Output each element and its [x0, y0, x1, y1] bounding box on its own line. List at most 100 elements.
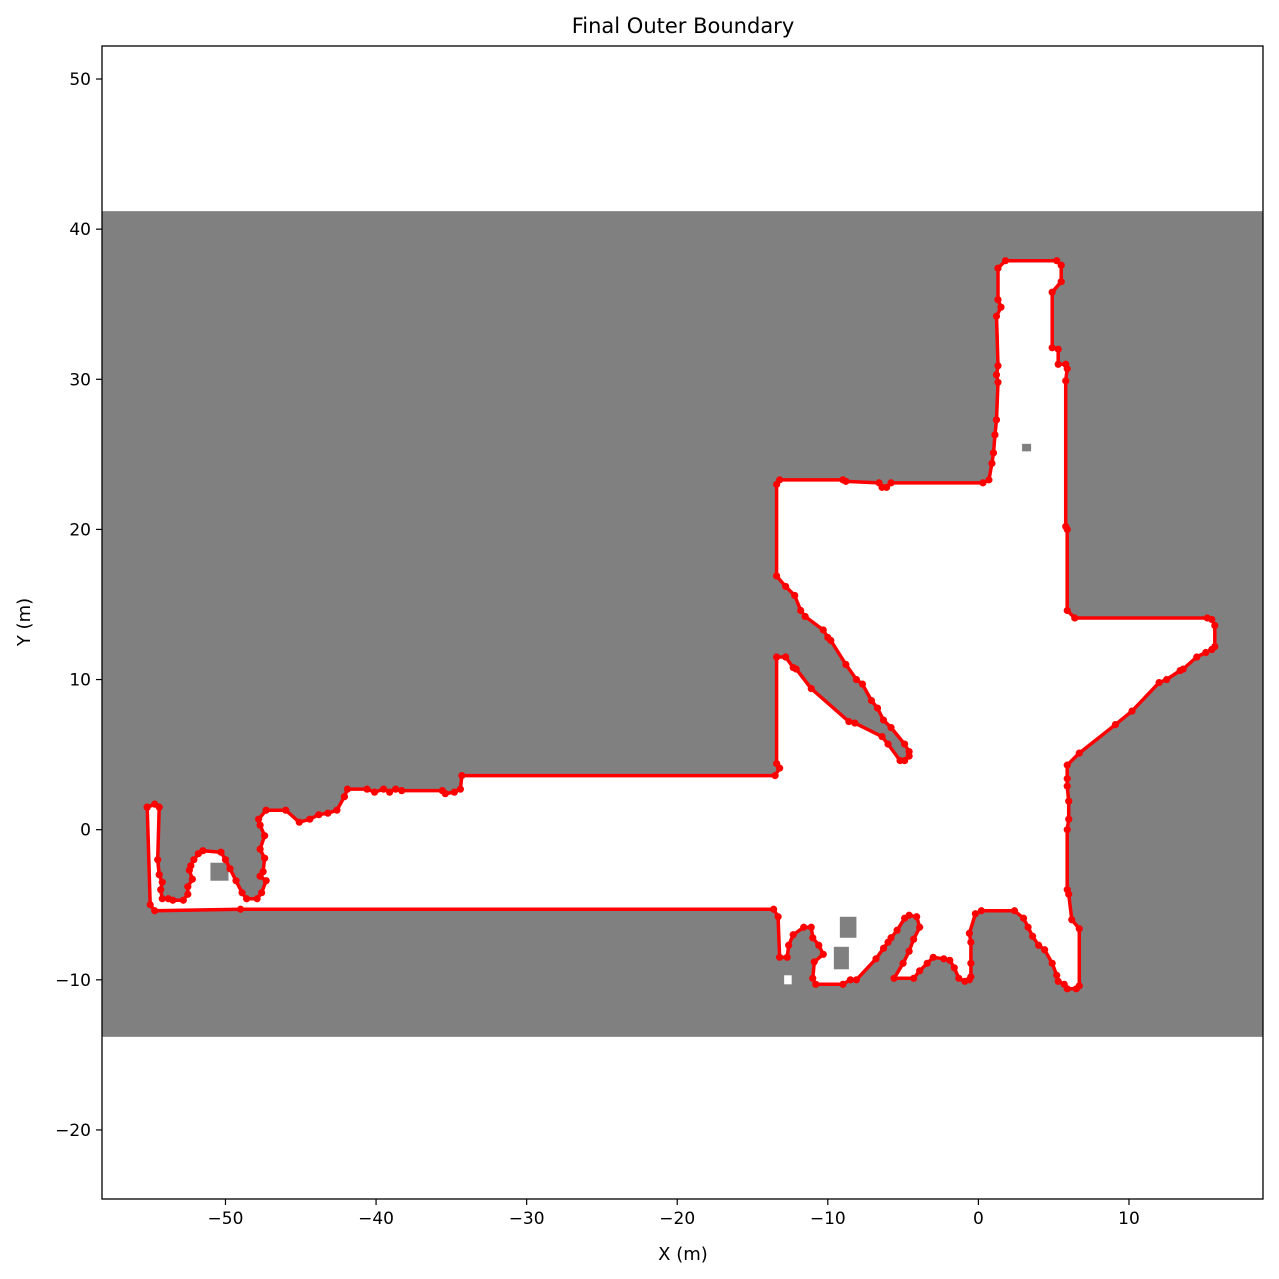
boundary-point	[929, 953, 937, 961]
boundary-point	[143, 803, 151, 811]
boundary-point	[867, 696, 876, 705]
boundary-point	[812, 980, 820, 988]
boundary-point	[992, 312, 1001, 320]
boundary-point	[1062, 522, 1070, 531]
boundary-point	[789, 663, 797, 672]
boundary-point	[458, 772, 466, 780]
boundary-point	[979, 479, 987, 487]
boundary-point	[1211, 621, 1219, 630]
boundary-point	[1063, 606, 1071, 615]
boundary-point	[884, 740, 892, 748]
boundary-point	[438, 787, 446, 795]
boundary-point	[910, 974, 918, 982]
boundary-point	[809, 934, 817, 942]
boundary-point	[994, 264, 1002, 272]
boundary-point	[852, 976, 861, 984]
boundary-point	[1075, 982, 1083, 990]
boundary-point	[801, 612, 809, 621]
boundary-point	[386, 788, 394, 796]
boundary-point	[363, 785, 371, 793]
obstacle-cell	[210, 862, 229, 881]
obstacle-cell	[839, 916, 857, 938]
boundary-point	[392, 785, 400, 793]
boundary-point	[916, 923, 924, 931]
boundary-point	[236, 905, 245, 913]
boundary-point	[905, 752, 913, 760]
boundary-point	[809, 974, 817, 982]
boundary-point	[1019, 914, 1028, 922]
boundary-point	[1075, 925, 1083, 933]
boundary-point	[789, 931, 797, 939]
boundary-point	[1035, 941, 1043, 949]
boundary-point	[800, 923, 808, 931]
boundary-point	[819, 626, 827, 634]
boundary-point	[255, 815, 263, 823]
boundary-point	[1062, 360, 1070, 368]
x-axis-label: X (m)	[658, 1244, 708, 1265]
boundary-point	[967, 938, 975, 946]
y-tick-label: 30	[69, 370, 91, 390]
chart-title: Final Outer Boundary	[572, 14, 795, 38]
boundary-point	[872, 955, 880, 963]
boundary-point	[226, 865, 234, 873]
boundary-point	[797, 606, 805, 615]
boundary-point	[1010, 907, 1019, 915]
boundary-point	[1057, 261, 1065, 269]
boundary-point	[946, 956, 954, 964]
x-tick-label: −50	[208, 1209, 244, 1229]
boundary-point	[770, 905, 778, 913]
x-tick-label: −30	[509, 1209, 545, 1229]
boundary-point	[1065, 815, 1073, 823]
boundary-point	[989, 449, 998, 457]
boundary-point	[262, 877, 270, 885]
boundary-point	[1063, 761, 1071, 769]
y-tick-label: 10	[69, 671, 91, 691]
x-tick-label: 0	[973, 1209, 984, 1229]
boundary-point	[333, 806, 341, 814]
boundary-point	[151, 907, 159, 915]
boundary-point	[1071, 614, 1079, 622]
boundary-point	[315, 811, 323, 819]
boundary-point	[994, 362, 1002, 370]
boundary-point	[771, 772, 779, 780]
boundary-point	[188, 875, 196, 883]
boundary-point	[858, 680, 867, 688]
boundary-point	[253, 895, 261, 903]
boundary-point	[873, 704, 882, 712]
boundary-point	[1054, 360, 1062, 368]
boundary-point	[773, 480, 781, 488]
boundary-point	[295, 818, 303, 826]
boundary-point	[456, 785, 464, 793]
boundary-point	[221, 856, 230, 864]
boundary-point	[1041, 946, 1049, 954]
boundary-point	[340, 793, 349, 801]
boundary-point	[774, 913, 782, 921]
boundary-point	[875, 479, 883, 487]
boundary-point	[879, 716, 888, 724]
boundary-point	[913, 913, 921, 921]
boundary-point	[242, 895, 251, 903]
boundary-point	[887, 934, 895, 942]
boundary-point	[258, 889, 266, 897]
boundary-point	[1179, 665, 1187, 673]
y-tick-label: 20	[69, 520, 91, 540]
boundary-point	[282, 806, 290, 814]
boundary-point	[1111, 720, 1120, 729]
boundary-point	[1062, 377, 1070, 385]
boundary-point	[450, 788, 458, 796]
boundary-point	[988, 459, 996, 467]
boundary-point	[1063, 886, 1071, 894]
boundary-point	[190, 856, 198, 864]
boundary-point	[807, 684, 815, 693]
boundary-point	[217, 848, 225, 856]
boundary-point	[819, 950, 827, 958]
boundary-point	[950, 964, 958, 972]
boundary-point	[967, 973, 975, 981]
boundary-point	[971, 910, 979, 918]
boundary-point	[1048, 959, 1056, 967]
boundary-point	[887, 723, 895, 732]
boundary-point	[232, 877, 240, 885]
boundary-point	[852, 675, 861, 684]
axis-ticks: −50 −40 −30 −20 −10 0 10 −20 −10 0 10 20 30 40 50	[55, 45, 1264, 1229]
boundary-point	[256, 845, 264, 853]
